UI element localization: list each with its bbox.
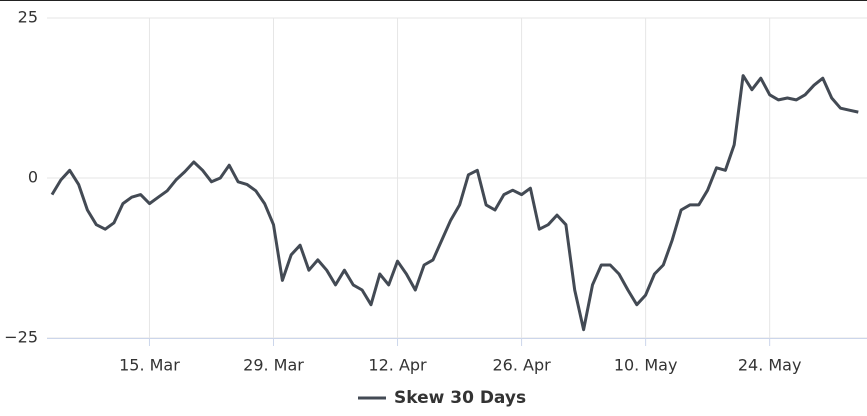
x-tick-label: 24. May [738,356,802,375]
x-tick-label: 10. May [614,356,678,375]
series-line [50,74,859,332]
y-tick-label: 0 [28,168,38,187]
x-tick-label: 26. Apr [492,356,551,375]
legend-label: Skew 30 Days [394,388,526,408]
x-tick-label: 29. Mar [243,356,304,375]
legend: Skew 30 Days [358,388,526,408]
y-tick-label: 25 [18,8,38,27]
x-tick-label: 12. Apr [368,356,427,375]
y-tick-label: −25 [4,328,38,347]
x-tick-label: 15. Mar [119,356,180,375]
